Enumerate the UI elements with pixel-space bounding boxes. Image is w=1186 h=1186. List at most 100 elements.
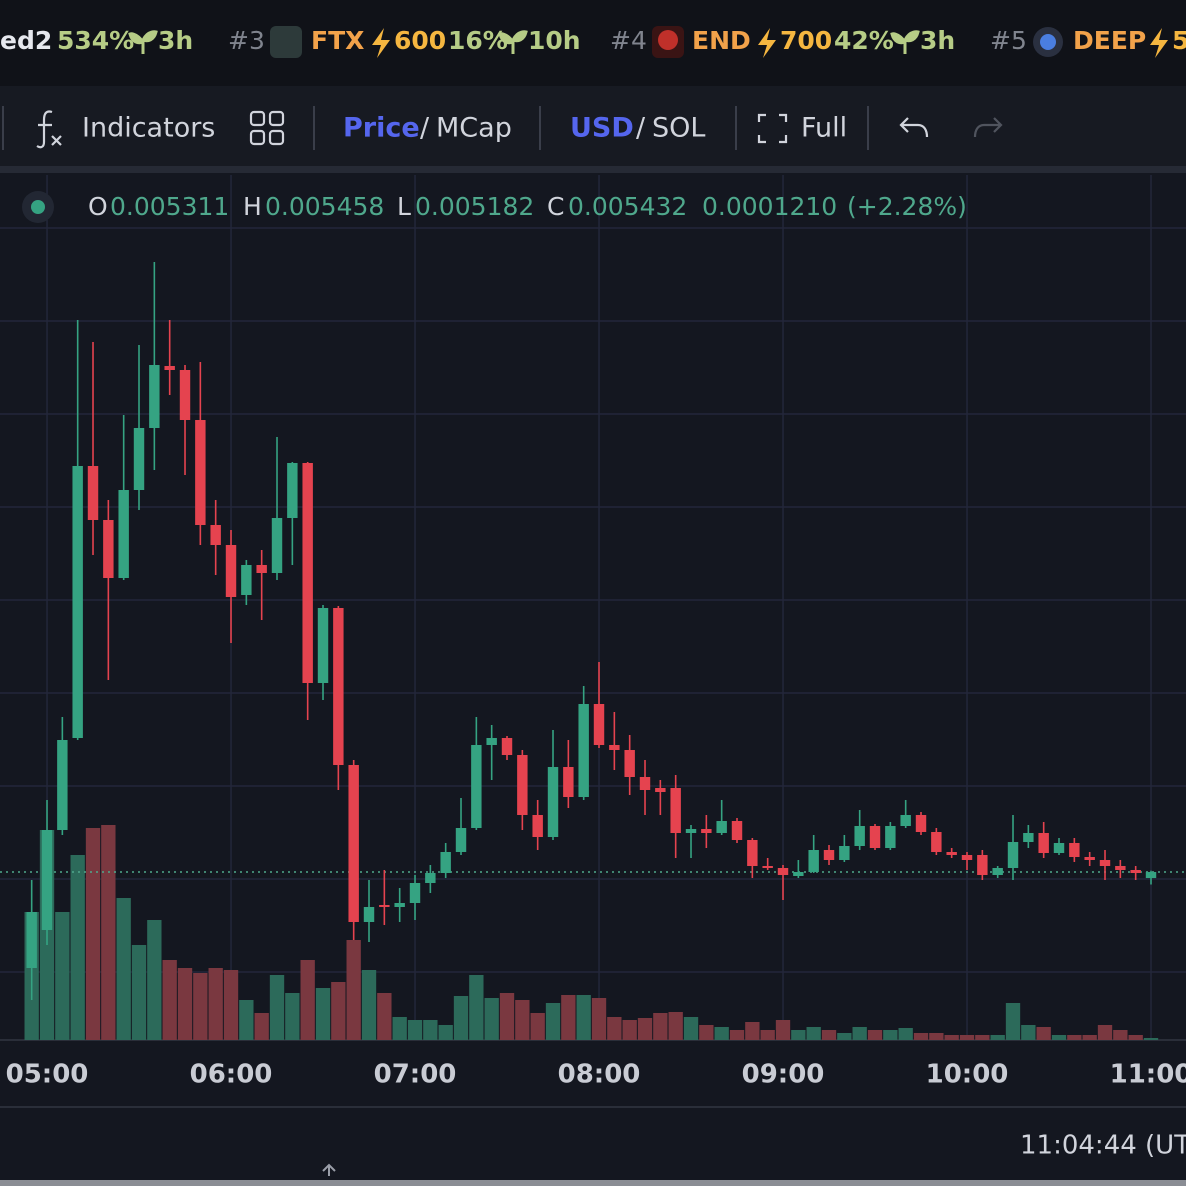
legend-value: 0.005182	[415, 192, 534, 221]
sprout-icon	[128, 30, 158, 54]
sol-toggle[interactable]: SOL	[652, 113, 705, 144]
layout-icon[interactable]	[249, 110, 285, 146]
toolbar-items: Indicators Price / MCap USD / SOL Full	[2, 106, 1003, 150]
clock[interactable]: 11:04:44 (UT	[1020, 1131, 1186, 1161]
volume-bar	[407, 1020, 423, 1040]
candle-body	[1007, 842, 1019, 868]
volume-bar	[699, 1025, 714, 1040]
candle-body	[639, 777, 651, 790]
ticker-bar	[0, 0, 1186, 86]
volume-bar	[760, 1030, 775, 1040]
volume-bar	[530, 1013, 545, 1040]
token-name[interactable]: END	[692, 26, 751, 55]
candle-body	[348, 765, 359, 922]
volume-bar	[515, 1000, 530, 1040]
candle-body	[210, 525, 221, 545]
candle-body	[195, 420, 206, 525]
candle-body	[532, 815, 543, 837]
volume-bar	[1021, 1025, 1036, 1040]
legend-value: 0.005311	[110, 192, 229, 221]
usd-toggle[interactable]: USD	[570, 113, 634, 144]
volume-bar	[469, 975, 484, 1040]
candle-body	[225, 545, 237, 597]
boost-icon	[758, 28, 776, 58]
token-name[interactable]: FTX	[311, 26, 364, 55]
indicators-button[interactable]: Indicators	[82, 113, 215, 144]
volume-bar	[637, 1018, 653, 1040]
token-age: 3h	[920, 26, 955, 55]
x-tick-label: 08:00	[558, 1060, 641, 1090]
volume-bar	[990, 1035, 1005, 1040]
candle-body	[149, 365, 160, 428]
candle-body	[394, 903, 405, 907]
indicators-icon[interactable]	[36, 110, 62, 149]
candle-body	[517, 755, 528, 815]
volume-bar	[714, 1027, 729, 1040]
scroll-up-icon[interactable]	[322, 1163, 336, 1176]
fullscreen-button[interactable]: Full	[801, 113, 847, 144]
fullscreen-icon[interactable]	[757, 113, 788, 144]
volume-bar	[85, 828, 101, 1040]
undo-button[interactable]	[899, 117, 929, 138]
volume-bar	[1143, 1038, 1159, 1040]
volume-bar	[591, 998, 607, 1040]
toggle-separator: /	[636, 113, 646, 144]
candle-body	[547, 767, 559, 837]
candle-body	[455, 828, 467, 852]
candle-body	[26, 912, 37, 968]
candle-body	[333, 608, 344, 765]
candle-body	[317, 608, 329, 683]
candle-body	[701, 829, 712, 833]
legend-change: 0.0001210	[702, 192, 837, 221]
mcap-toggle[interactable]: MCap	[436, 113, 512, 144]
candle-body	[977, 855, 988, 875]
volume-bar	[913, 1033, 929, 1040]
token-name[interactable]: DEEP	[1073, 26, 1146, 55]
token-boost: 700	[780, 26, 832, 55]
candle-body	[885, 826, 896, 848]
volume-bar	[300, 960, 315, 1040]
candle-body	[256, 565, 267, 573]
token-icon-art	[658, 30, 678, 50]
candle-body	[363, 907, 375, 922]
candle-body	[716, 821, 727, 833]
toolbar-separators	[2, 106, 869, 150]
volume-bar	[423, 1020, 438, 1040]
candle-body	[486, 738, 497, 745]
candle-body	[1130, 870, 1141, 873]
candle-body	[379, 905, 390, 907]
volume-bar	[392, 1017, 407, 1040]
candle-body	[593, 704, 605, 745]
candle-body	[609, 745, 620, 750]
token-rank: #4	[610, 26, 647, 55]
volume-bar	[1051, 1035, 1067, 1040]
volume-bar	[944, 1035, 959, 1040]
legend-dot[interactable]	[31, 200, 45, 214]
candle-body	[41, 830, 53, 930]
volume-bar	[377, 993, 392, 1040]
volume-bar	[331, 982, 346, 1040]
price-toggle[interactable]: Price	[343, 113, 420, 144]
volume-bar	[852, 1027, 867, 1040]
sprout-icon	[498, 30, 528, 54]
candle-body	[685, 829, 697, 833]
volume-bar	[193, 973, 208, 1040]
volume-bar	[821, 1030, 837, 1040]
candle-body	[133, 428, 145, 490]
candle-body	[900, 815, 911, 826]
candle-body	[287, 463, 298, 518]
volume-bar	[1097, 1025, 1113, 1040]
volume-bar	[361, 970, 377, 1040]
redo-button[interactable]	[973, 117, 1003, 138]
token-age: 10h	[528, 26, 581, 55]
candle-body	[563, 767, 574, 797]
boost-icon	[372, 28, 390, 58]
legend-change-pct: (+2.28%)	[847, 192, 967, 221]
candle-body	[823, 850, 835, 860]
token-name[interactable]: ed2	[0, 26, 52, 55]
token-boost: 5	[1172, 26, 1186, 55]
candle-body	[179, 370, 191, 420]
boost-icon	[1150, 28, 1168, 58]
volume-bar	[929, 1033, 944, 1040]
